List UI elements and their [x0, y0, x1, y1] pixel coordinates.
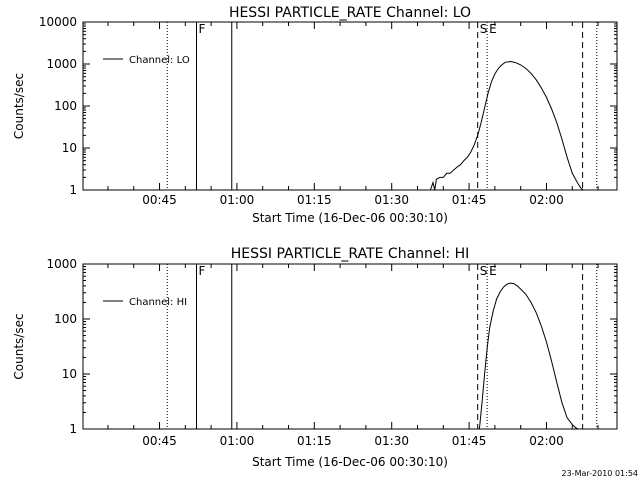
plot-frame	[82, 263, 618, 430]
x-tick-label: 00:45	[142, 193, 177, 207]
chart-panel-lo: HESSI PARTICLE_RATE Channel: LO Start Tim…	[12, 5, 618, 225]
y-axis-label: Counts/sec	[12, 73, 26, 139]
series-line	[478, 282, 579, 430]
x-tick-label: 01:45	[452, 434, 487, 448]
y-tick-label: 1	[69, 422, 77, 436]
x-tick-label: 00:45	[142, 434, 177, 448]
footer-timestamp: 23-Mar-2010 01:54	[562, 469, 639, 478]
marker-label: F	[199, 264, 206, 278]
x-tick-label: 01:00	[220, 434, 255, 448]
marker-label: S	[480, 22, 488, 36]
x-axis-label: Start Time (16-Dec-06 00:30:10)	[252, 211, 448, 225]
x-tick-label: 02:00	[529, 434, 564, 448]
y-tick-label: 100	[54, 99, 77, 113]
x-tick-label: 02:00	[529, 193, 564, 207]
marker-label: E	[489, 22, 497, 36]
legend-label: Channel: LO	[129, 55, 190, 66]
y-axis-label: Counts/sec	[12, 313, 26, 379]
marker-label: E	[489, 264, 497, 278]
chart-title: HESSI PARTICLE_RATE Channel: HI	[231, 246, 469, 262]
legend-label: Channel: HI	[129, 297, 187, 308]
y-tick-label: 1000	[46, 257, 77, 271]
x-tick-label: 01:45	[452, 193, 487, 207]
y-tick-label: 100	[54, 312, 77, 326]
marker-label: S	[480, 264, 488, 278]
series-line	[429, 60, 584, 191]
y-tick-label: 1	[69, 183, 77, 197]
y-tick-label: 10000	[39, 15, 77, 29]
x-tick-label: 01:30	[374, 193, 409, 207]
y-tick-label: 10	[62, 367, 77, 381]
x-tick-label: 01:15	[297, 434, 332, 448]
x-axis-label: Start Time (16-Dec-06 00:30:10)	[252, 455, 448, 469]
x-tick-label: 01:15	[297, 193, 332, 207]
chart-panel-hi: HESSI PARTICLE_RATE Channel: HI Start Tim…	[12, 246, 618, 469]
y-tick-label: 1000	[46, 57, 77, 71]
plot-frame	[82, 21, 618, 191]
marker-label: F	[199, 22, 206, 36]
x-tick-label: 01:30	[374, 434, 409, 448]
x-tick-label: 01:00	[220, 193, 255, 207]
y-tick-label: 10	[62, 141, 77, 155]
chart-title: HESSI PARTICLE_RATE Channel: LO	[229, 5, 471, 21]
